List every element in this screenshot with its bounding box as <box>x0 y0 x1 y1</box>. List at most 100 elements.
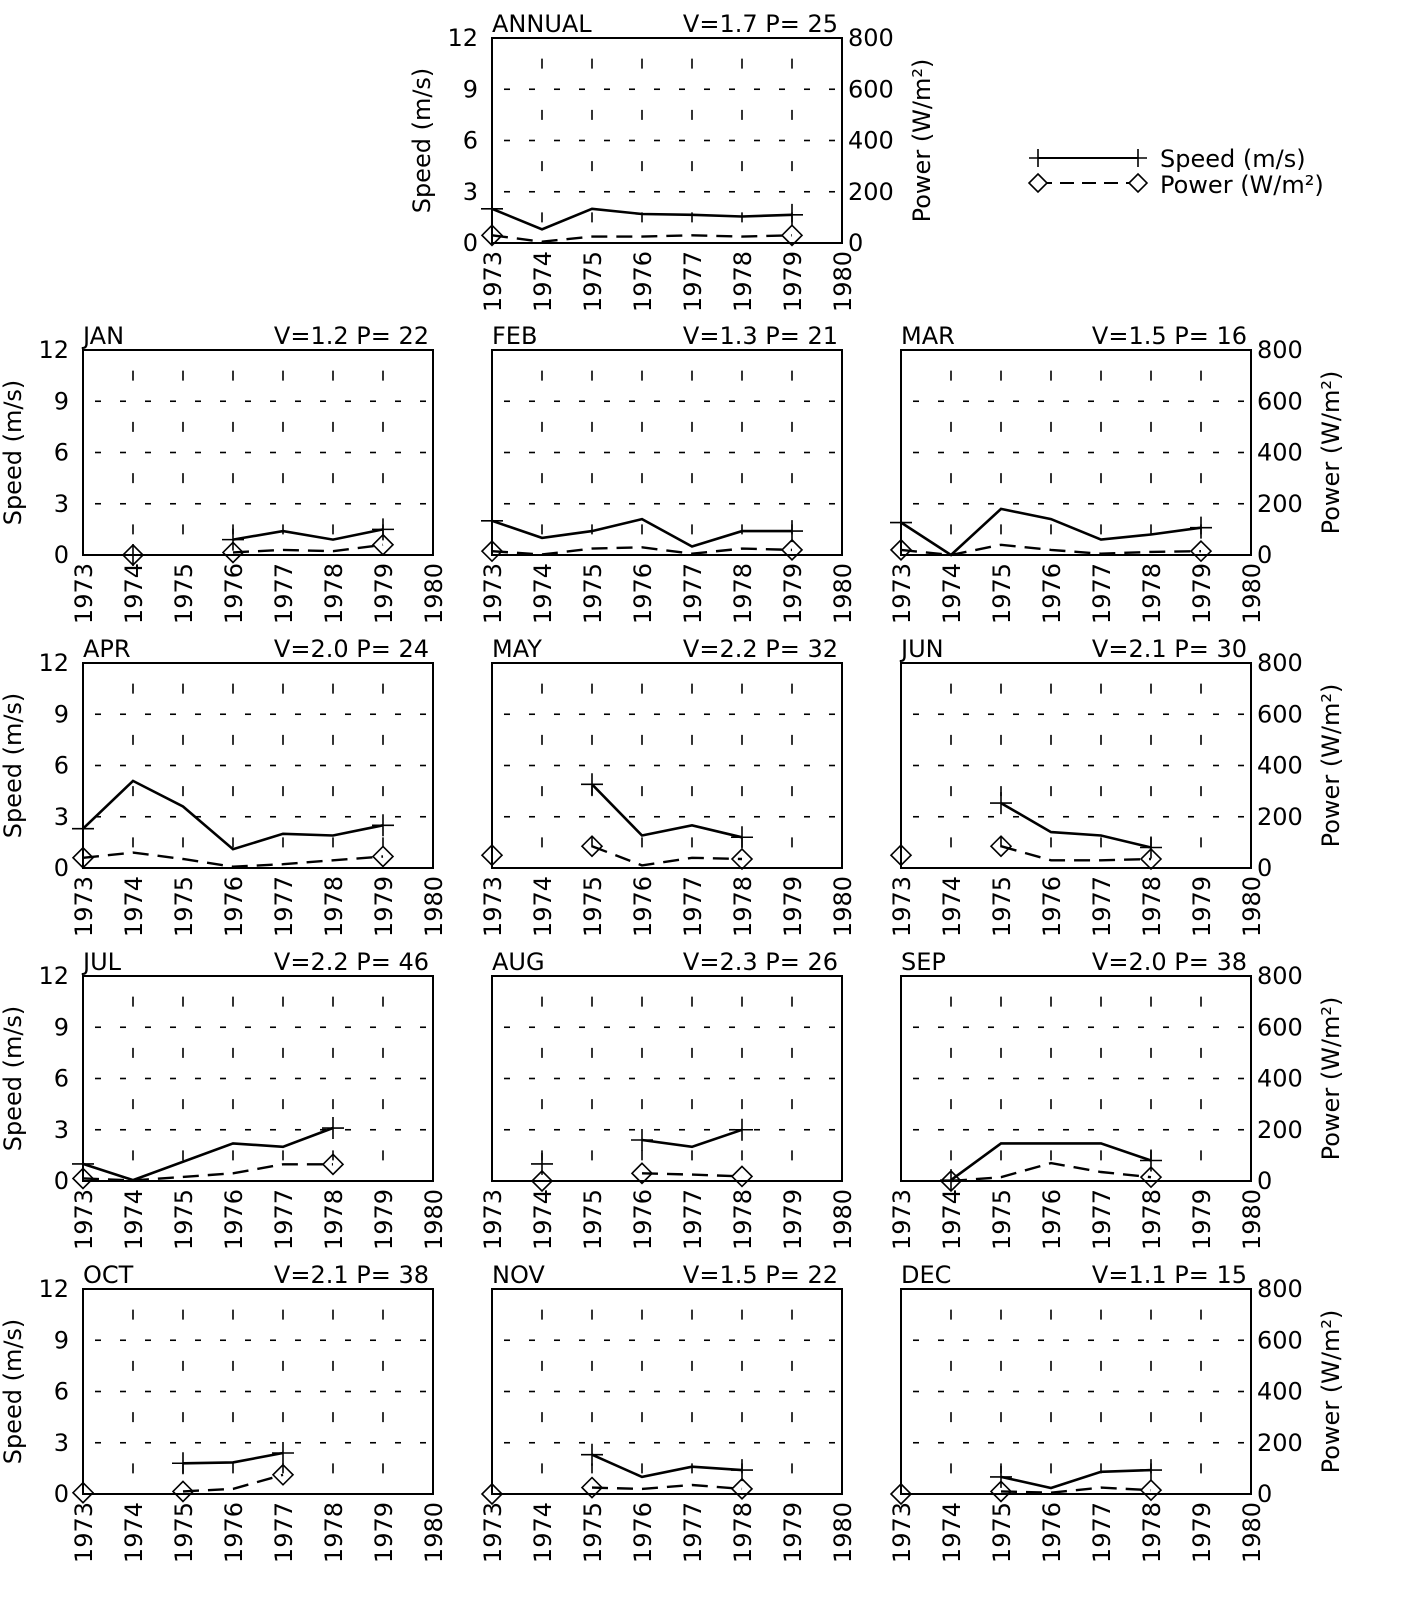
plot-frame <box>82 349 434 556</box>
chart-legend: Speed (m/s) Power (W/m²) <box>1027 145 1324 199</box>
speed-tick-label: 3 <box>54 490 69 518</box>
year-tick-label: 1978 <box>729 563 757 624</box>
legend-speed-marker <box>1029 149 1147 167</box>
year-tick-label: 1974 <box>120 1502 148 1563</box>
year-tick-label: 1979 <box>779 1502 807 1563</box>
power-series-line <box>591 1483 743 1491</box>
speed-point-marker <box>372 814 394 837</box>
year-tick-label: 1979 <box>779 563 807 624</box>
power-tick-label: 200 <box>1257 1116 1303 1144</box>
panel-title: SEP <box>901 948 946 976</box>
year-tick-label: 1977 <box>270 1502 298 1563</box>
power-axis-label: Power (W/m²) <box>908 59 936 223</box>
year-tick-label: 1980 <box>829 1502 857 1563</box>
year-tick-label: 1980 <box>829 876 857 937</box>
power-tick-label: 600 <box>1257 1326 1303 1354</box>
year-tick-label: 1977 <box>270 876 298 937</box>
panel-jun: JUN V=2.1 P= 30 0 200 400 600 800 Power (W/m²) 1… <box>888 635 1345 937</box>
power-point-marker <box>730 1477 754 1501</box>
year-tick-label: 1974 <box>938 876 966 937</box>
year-tick-label: 1978 <box>320 563 348 624</box>
plot-frame <box>82 975 434 1182</box>
year-tick-label: 1978 <box>729 251 757 312</box>
year-tick-label: 1980 <box>829 251 857 312</box>
year-tick-label: 1976 <box>220 876 248 937</box>
legend-power-marker <box>1027 172 1149 194</box>
speed-tick-label: 0 <box>54 1167 69 1195</box>
year-tick-label: 1980 <box>829 563 857 624</box>
speed-tick-label: 6 <box>54 1378 69 1406</box>
plot-frame <box>491 662 843 869</box>
year-tick-label: 1979 <box>779 251 807 312</box>
panel-title: MAR <box>901 322 955 350</box>
year-tick-label: 1976 <box>220 1189 248 1250</box>
year-tick-label: 1977 <box>1088 1502 1116 1563</box>
plot-frame <box>82 662 434 869</box>
power-point-marker <box>939 1169 963 1193</box>
panel-sep: SEP V=2.0 P= 38 0 200 400 600 800 Power (W/m²) 1… <box>888 948 1345 1250</box>
power-point-marker <box>989 1480 1013 1503</box>
speed-point-marker <box>1190 516 1212 539</box>
year-tick-label: 1977 <box>1088 876 1116 937</box>
year-tick-label: 1979 <box>370 1189 398 1250</box>
panel-nov: NOV V=1.5 P= 22 1973 1974 1975 1976 1977 1978 19… <box>479 1261 857 1563</box>
year-tick-label: 1976 <box>629 1189 657 1250</box>
plot-data <box>71 779 395 869</box>
power-point-marker <box>221 541 245 564</box>
year-tick-label: 1973 <box>888 1189 916 1250</box>
power-tick-label: 200 <box>1257 490 1303 518</box>
year-tick-label: 1974 <box>529 563 557 624</box>
year-tick-label: 1975 <box>579 1502 607 1563</box>
power-axis-label: Power (W/m²) <box>1317 684 1345 848</box>
year-tick-label: 1980 <box>1238 876 1266 937</box>
panel-title: APR <box>83 635 131 663</box>
power-tick-label: 0 <box>1257 541 1272 569</box>
year-tick-label: 1976 <box>220 1502 248 1563</box>
plot-data <box>480 773 754 871</box>
speed-point-marker <box>1140 836 1162 859</box>
year-tick-label: 1978 <box>729 1502 757 1563</box>
power-series-line <box>1000 845 1152 862</box>
power-point-marker <box>730 847 754 871</box>
panel-title: JUL <box>81 948 122 976</box>
year-tick-label: 1973 <box>70 876 98 937</box>
speed-axis-label: Speed (m/s) <box>0 1006 27 1152</box>
year-tick-label: 1979 <box>1188 1189 1216 1250</box>
speed-point-marker <box>222 528 244 551</box>
speed-tick-label: 6 <box>54 439 69 467</box>
panel-stats: V=1.5 P= 16 <box>1092 322 1247 350</box>
plot-frame <box>900 975 1252 1182</box>
panel-title: OCT <box>83 1261 134 1289</box>
speed-point-marker <box>990 792 1012 815</box>
year-tick-label: 1978 <box>320 876 348 937</box>
plot-data <box>480 509 804 563</box>
power-point-marker <box>480 224 504 247</box>
power-series-line <box>950 1161 1152 1183</box>
plot-data <box>939 1142 1163 1193</box>
panel-stats: V=2.2 P= 32 <box>683 635 838 663</box>
panel-stats: V=2.3 P= 26 <box>683 948 838 976</box>
speed-series-line <box>232 528 384 541</box>
speed-tick-label: 3 <box>54 1116 69 1144</box>
power-series-line <box>82 1163 333 1182</box>
year-tick-label: 1973 <box>479 251 507 312</box>
plot-frame <box>491 349 843 556</box>
speed-series-line <box>82 779 384 851</box>
year-tick-label: 1978 <box>729 1189 757 1250</box>
panel-stats: V=1.3 P= 21 <box>683 322 838 350</box>
speed-point-marker <box>781 203 803 226</box>
power-point-marker <box>171 1480 195 1503</box>
power-series-line <box>900 543 1202 557</box>
plot-frame <box>900 349 1252 556</box>
power-point-marker <box>1139 1479 1163 1502</box>
power-series-line <box>491 234 793 243</box>
power-point-marker <box>71 1167 95 1190</box>
power-point-marker <box>530 1169 554 1193</box>
power-point-marker <box>1139 847 1163 871</box>
power-point-marker <box>371 533 395 556</box>
year-tick-label: 1975 <box>988 563 1016 624</box>
year-tick-label: 1978 <box>320 1189 348 1250</box>
plot-data <box>530 1118 754 1193</box>
year-tick-label: 1979 <box>779 1189 807 1250</box>
year-tick-label: 1975 <box>579 563 607 624</box>
